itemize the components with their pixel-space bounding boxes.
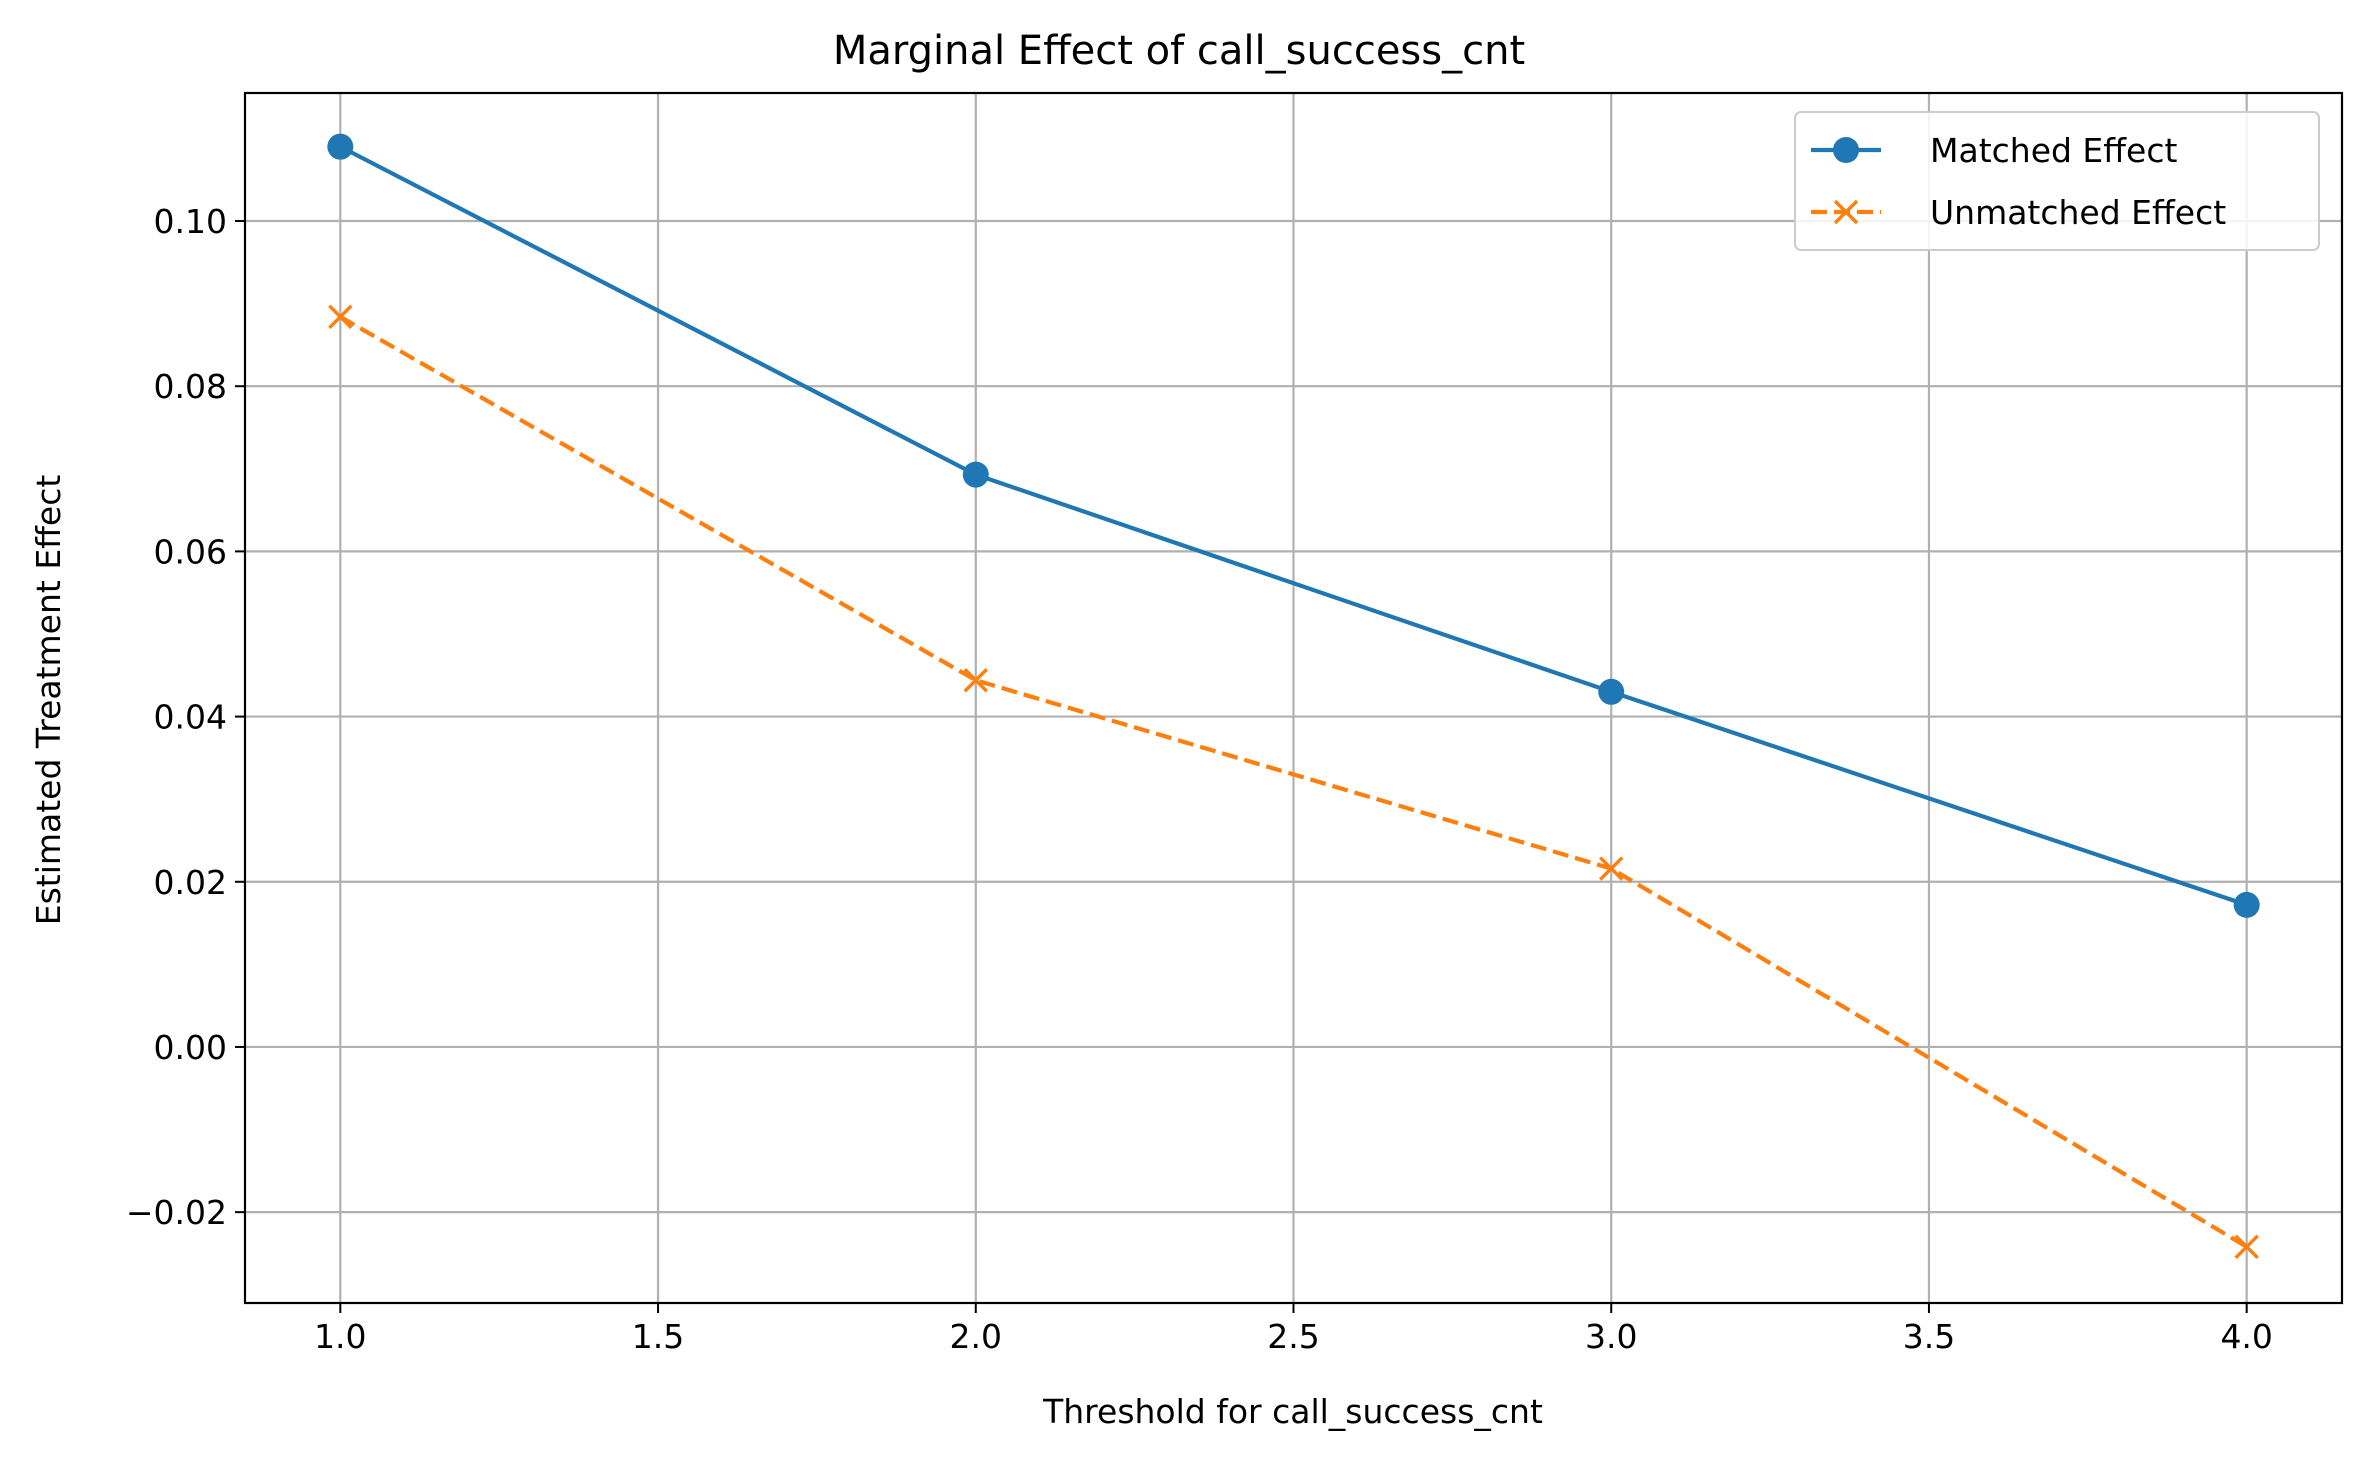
series-unmatched-effect [328,304,2259,1260]
series-line-matched-effect [339,144,2248,907]
data-point-matched-effect [962,461,989,488]
y-axis-label: Estimated Treatment Effect [29,475,68,926]
legend: Matched Effect Unmatched Effect [1794,111,2320,251]
y-tick-label: 0.02 [154,863,227,902]
x-marker-stroke [1833,199,1859,225]
x-marker-stroke [963,668,988,693]
series-line-unmatched-effect [339,315,2248,1249]
legend-marker-unmatched-effect [1833,199,1859,225]
series-layer [327,133,2260,1260]
x-marker-stroke [1599,856,1624,881]
x-marker-stroke [2234,1234,2259,1260]
data-point-matched-effect [1598,678,1625,705]
x-tick-label: 1.5 [632,1317,684,1356]
x-tick-label: 2.0 [950,1317,1002,1356]
legend-marker-matched-effect [1833,137,1859,163]
x-tick-label: 1.0 [314,1317,366,1356]
y-tick-label: 0.00 [154,1028,227,1067]
x-tick-label: 3.0 [1585,1317,1637,1356]
data-point-unmatched-effect [2234,1234,2259,1260]
grid [245,93,2342,1303]
chart-title: Marginal Effect of call_success_cnt [833,28,1525,74]
legend-item-matched-effect: Matched Effect [1811,131,2177,170]
y-tick-label: 0.10 [154,202,227,241]
x-tick-label: 3.5 [1903,1317,1955,1356]
data-point-unmatched-effect [1599,856,1624,881]
legend-box [1794,111,2320,251]
y-tick-label: 0.04 [154,698,227,737]
legend-label-matched-effect: Matched Effect [1930,131,2177,170]
x-marker-stroke [328,304,353,330]
x-tick-label: 4.0 [2220,1317,2272,1356]
axis-ticks: 1.0 1.5 2.0 2.5 3.0 3.5 4.0 −0.02 0.00 0.02 0.04 0.… [126,202,2273,1356]
data-point-matched-effect [2233,891,2260,918]
y-tick-label: 0.06 [154,532,227,571]
data-point-unmatched-effect [963,668,988,693]
data-point-matched-effect [327,133,354,160]
x-axis-label: Threshold for call_success_cnt [1042,1392,1543,1431]
legend-label-unmatched-effect: Unmatched Effect [1930,193,2226,232]
data-point-unmatched-effect [328,304,353,330]
legend-item-unmatched-effect: Unmatched Effect [1811,193,2226,232]
x-tick-label: 2.5 [1267,1317,1319,1356]
y-tick-label: −0.02 [126,1193,227,1232]
series-matched-effect [327,133,2260,918]
y-tick-label: 0.08 [154,367,227,406]
